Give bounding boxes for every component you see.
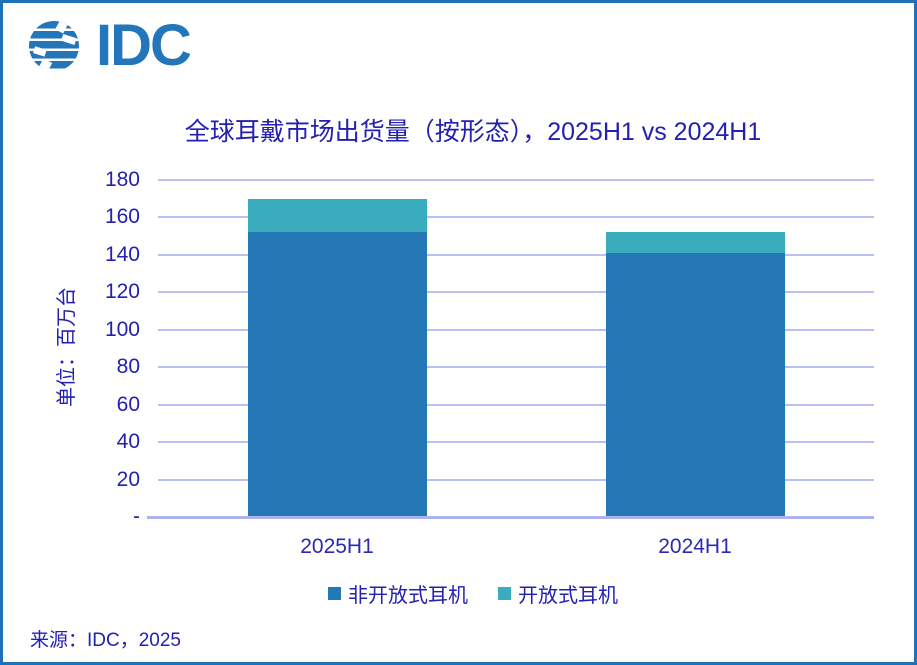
gridline [158, 216, 874, 219]
y-tick-label: 120 [104, 280, 140, 304]
y-tick-label: 160 [104, 205, 140, 229]
idc-globe-icon [29, 21, 79, 71]
gridline [158, 291, 874, 294]
source-text: 来源：IDC，2025 [30, 630, 181, 651]
legend-label-open: 开放式耳机 [518, 585, 618, 607]
bar-segment-2024H1-非开放式耳机 [605, 253, 785, 517]
gridline [158, 253, 874, 256]
gridline [158, 179, 874, 181]
x-category-label: 2025H1 [300, 535, 374, 558]
x-axis-line [147, 516, 874, 519]
idc-logo: IDC [28, 13, 192, 78]
chart-title: 全球耳戴市场出货量（按形态），2025H1 vs 2024H1 [184, 118, 762, 146]
legend-label-non-open: 非开放式耳机 [348, 585, 468, 607]
bar-segment-2025H1-非开放式耳机 [247, 232, 427, 517]
gridline [158, 403, 874, 406]
legend-item-open: 开放式耳机 [498, 579, 618, 608]
legend-swatch-non-open-icon [328, 587, 341, 600]
gridline [158, 328, 874, 331]
y-tick-label: 180 [104, 168, 140, 191]
legend-item-non-open: 非开放式耳机 [328, 579, 468, 608]
bar-segment-2025H1-开放式耳机 [247, 198, 427, 233]
y-tick-label: 140 [104, 242, 140, 266]
x-category-label: 2024H1 [658, 535, 732, 558]
gridline [158, 366, 874, 369]
legend: 非开放式耳机 开放式耳机 [43, 579, 903, 608]
idc-logo-text: IDC [96, 13, 192, 78]
y-tick-label: 60 [116, 392, 140, 416]
y-tick-label: 80 [116, 355, 140, 379]
legend-swatch-open-icon [498, 587, 511, 600]
gridline [158, 441, 874, 444]
plot-area [158, 179, 874, 517]
bar-segment-2024H1-开放式耳机 [605, 232, 785, 254]
y-tick-label: 20 [116, 467, 140, 491]
gridline [158, 478, 874, 481]
y-tick-label: - [133, 505, 140, 528]
y-tick-label: 100 [104, 317, 140, 341]
y-tick-label: 40 [116, 430, 140, 454]
y-axis-title: 单位：百万台 [56, 287, 78, 407]
